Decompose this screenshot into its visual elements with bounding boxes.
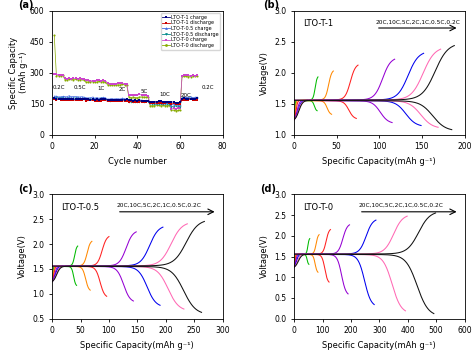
Text: LTO-T-0.5: LTO-T-0.5 [61, 203, 99, 212]
Text: 0.2C: 0.2C [201, 85, 214, 90]
Y-axis label: Voltage(V): Voltage(V) [18, 235, 27, 279]
Text: 20C,10C,5C,2C,1C,0.5C,0.2C: 20C,10C,5C,2C,1C,0.5C,0.2C [359, 203, 444, 208]
Text: 5C: 5C [140, 90, 147, 95]
Text: 0.2C: 0.2C [52, 85, 65, 90]
Text: (a): (a) [18, 0, 34, 10]
Y-axis label: Voltage(V): Voltage(V) [260, 235, 269, 279]
Text: 0.5C: 0.5C [73, 85, 86, 90]
Y-axis label: Specific Capacity
(mAh g⁻¹): Specific Capacity (mAh g⁻¹) [9, 36, 28, 109]
Y-axis label: Voltage(V): Voltage(V) [260, 51, 269, 95]
X-axis label: Specific Capacity(mAh g⁻¹): Specific Capacity(mAh g⁻¹) [322, 341, 436, 350]
Text: (b): (b) [264, 0, 280, 10]
Text: 1C: 1C [98, 86, 105, 91]
Text: LTO-T-0: LTO-T-0 [302, 203, 333, 212]
X-axis label: Specific Capacity(mAh g⁻¹): Specific Capacity(mAh g⁻¹) [322, 157, 436, 166]
X-axis label: Cycle number: Cycle number [108, 157, 167, 166]
Text: LTO-T-1: LTO-T-1 [302, 19, 333, 28]
Text: (c): (c) [18, 184, 33, 194]
Text: 20C: 20C [181, 93, 191, 98]
Text: (d): (d) [260, 184, 276, 194]
Text: 20C,10C,5C,2C,1C,0.5C,0.2C: 20C,10C,5C,2C,1C,0.5C,0.2C [117, 203, 202, 208]
Text: 10C: 10C [160, 92, 171, 97]
Legend: LTO-T-1 charge, LTO-T-1 discharge, LTO-T-0.5 charge, LTO-T-0.5 discharge, LTO-T-: LTO-T-1 charge, LTO-T-1 discharge, LTO-T… [161, 13, 220, 50]
Text: 2C: 2C [119, 87, 126, 92]
X-axis label: Specific Capacity(mAh g⁻¹): Specific Capacity(mAh g⁻¹) [81, 341, 194, 350]
Text: 20C,10C,5C,2C,1C,0.5C,0.2C: 20C,10C,5C,2C,1C,0.5C,0.2C [376, 19, 461, 24]
